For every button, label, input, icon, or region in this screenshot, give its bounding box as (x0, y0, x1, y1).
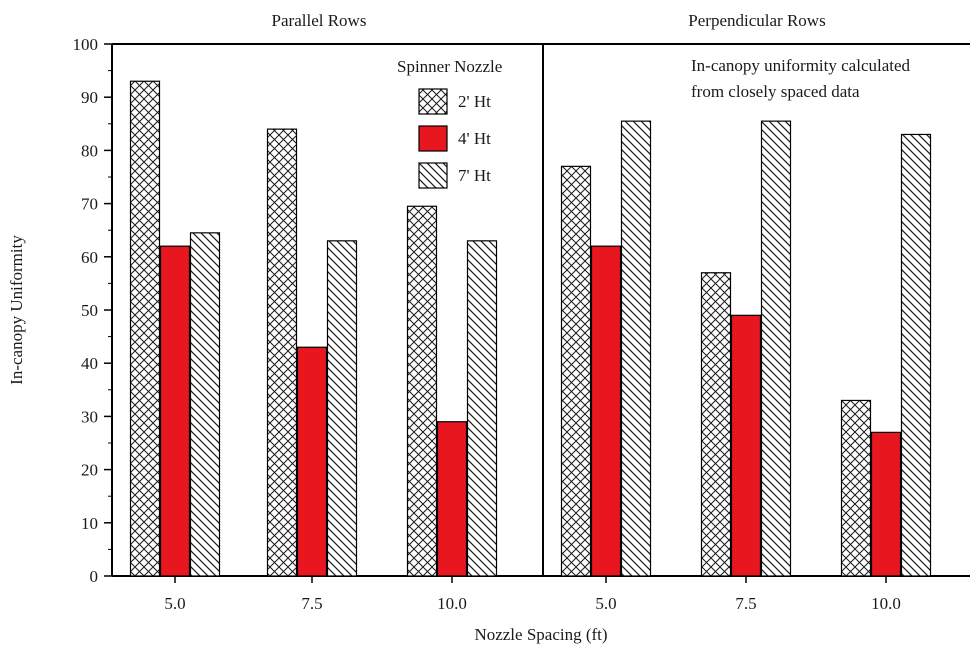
bar (700, 272, 732, 577)
legend-item-2ft: 2' Ht (418, 88, 491, 115)
legend-title: Spinner Nozzle (397, 57, 502, 76)
bar (296, 346, 328, 577)
x-tick-label: 10.0 (437, 594, 467, 613)
annotation-line-2: from closely spaced data (691, 82, 860, 101)
x-tick-labels: 5.0 7.5 10.0 5.0 7.5 10.0 (164, 576, 901, 613)
bar (189, 232, 221, 577)
y-tick-label: 10 (81, 514, 98, 533)
legend-label-4ft: 4' Ht (458, 129, 491, 148)
panel-title-perpendicular: Perpendicular Rows (688, 11, 825, 30)
bar (840, 399, 872, 577)
annotation-line-1: In-canopy uniformity calculated (691, 56, 911, 75)
y-axis-title: In-canopy Uniformity (7, 235, 26, 385)
bar (326, 240, 358, 577)
legend-swatch-2ft (418, 88, 448, 115)
y-ticks: 0 10 20 30 40 50 60 70 80 90 100 (73, 35, 112, 586)
legend-item-7ft: 7' Ht (418, 162, 491, 189)
legend-label-7ft: 7' Ht (458, 166, 491, 185)
legend-swatch-7ft (418, 162, 448, 189)
x-tick-label: 5.0 (595, 594, 616, 613)
bar (760, 120, 792, 577)
y-tick-label: 60 (81, 248, 98, 267)
y-tick-label: 0 (90, 567, 99, 586)
bar (129, 80, 161, 577)
y-tick-label: 20 (81, 461, 98, 480)
x-tick-label: 7.5 (301, 594, 322, 613)
legend-swatch-4ft (418, 125, 448, 152)
bar (730, 314, 762, 577)
bar (590, 245, 622, 577)
bar (436, 421, 468, 577)
y-tick-label: 80 (81, 141, 98, 160)
legend: Spinner Nozzle 2' Ht 4' Ht 7' Ht (397, 57, 502, 189)
bar (560, 165, 592, 577)
x-tick-label: 5.0 (164, 594, 185, 613)
y-tick-label: 50 (81, 301, 98, 320)
y-tick-label: 40 (81, 354, 98, 373)
x-tick-label: 7.5 (735, 594, 756, 613)
bar (466, 240, 498, 577)
x-tick-label: 10.0 (871, 594, 901, 613)
y-tick-label: 100 (73, 35, 99, 54)
legend-item-4ft: 4' Ht (418, 125, 491, 152)
bars (129, 80, 932, 577)
bar (870, 431, 902, 577)
legend-label-2ft: 2' Ht (458, 92, 491, 111)
y-tick-label: 30 (81, 407, 98, 426)
panel-title-parallel: Parallel Rows (272, 11, 367, 30)
y-tick-label: 90 (81, 88, 98, 107)
bar (620, 120, 652, 577)
bar (159, 245, 191, 577)
bar (900, 133, 932, 577)
bar (406, 205, 438, 577)
y-tick-label: 70 (81, 195, 98, 214)
x-axis-title: Nozzle Spacing (ft) (474, 625, 607, 644)
bar (266, 128, 298, 577)
